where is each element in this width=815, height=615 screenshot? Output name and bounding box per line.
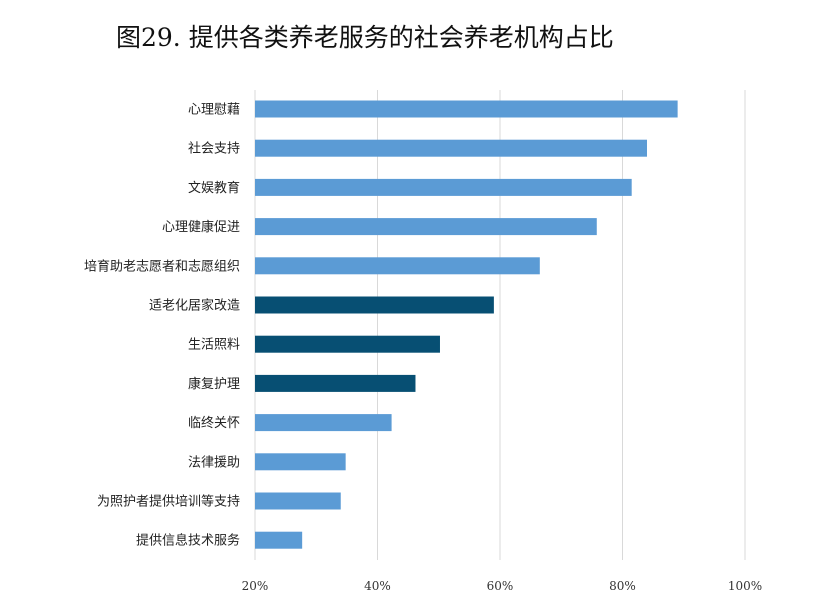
bar bbox=[255, 374, 416, 392]
chart-title: 图29. 提供各类养老服务的社会养老机构占比 bbox=[116, 23, 614, 52]
category-label: 社会支持 bbox=[188, 141, 240, 157]
x-tick-label: 60% bbox=[487, 579, 514, 593]
bar bbox=[255, 100, 678, 118]
x-tick-label: 20% bbox=[242, 579, 269, 593]
x-tick-label: 80% bbox=[609, 579, 636, 593]
bar bbox=[255, 296, 494, 314]
category-label: 心理健康促进 bbox=[162, 219, 240, 235]
category-label: 生活照料 bbox=[188, 338, 240, 353]
category-label: 为照护者提供培训等支持 bbox=[97, 494, 240, 510]
category-label: 文娱教育 bbox=[188, 180, 240, 196]
bar bbox=[255, 218, 597, 236]
category-label: 适老化居家改造 bbox=[149, 298, 240, 314]
category-label: 提供信息技术服务 bbox=[136, 533, 240, 549]
bar bbox=[255, 335, 440, 353]
bar bbox=[255, 178, 632, 196]
bar bbox=[255, 453, 346, 471]
category-label: 心理慰藉 bbox=[188, 103, 240, 118]
bar bbox=[255, 257, 540, 275]
x-tick-label: 100% bbox=[728, 579, 762, 593]
x-tick-label: 40% bbox=[364, 579, 391, 593]
category-label: 培育助老志愿者和志愿组织 bbox=[84, 258, 240, 274]
category-label: 临终关怀 bbox=[188, 415, 240, 431]
bar bbox=[255, 414, 392, 432]
bar bbox=[255, 492, 341, 510]
category-label: 康复护理 bbox=[188, 376, 240, 392]
category-label: 法律援助 bbox=[188, 455, 240, 470]
bar bbox=[255, 531, 303, 549]
bar bbox=[255, 139, 647, 157]
